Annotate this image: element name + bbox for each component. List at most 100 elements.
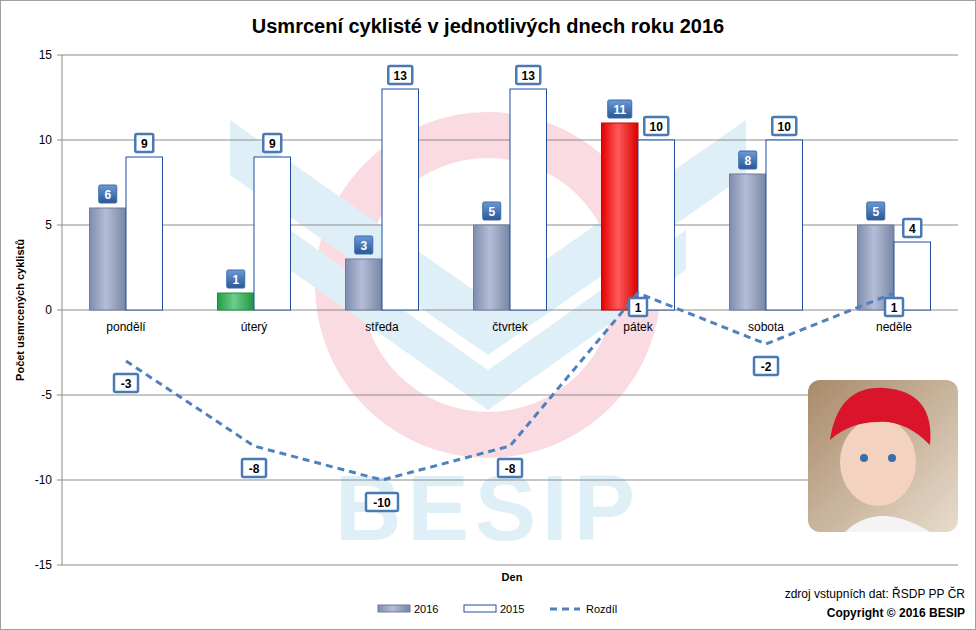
data-label: 5 <box>488 205 495 219</box>
photo <box>808 380 958 532</box>
tick-label: 10 <box>39 133 53 147</box>
watermark: BESIP <box>230 120 746 559</box>
category-label: pátek <box>623 320 653 334</box>
legend-label: 2015 <box>500 603 524 615</box>
data-label: 13 <box>394 69 408 83</box>
photo-eye <box>888 454 896 462</box>
data-label-box <box>483 202 501 220</box>
tick-label: 0 <box>45 303 52 317</box>
bar <box>730 174 767 310</box>
data-label-box <box>629 298 647 316</box>
data-label: 5 <box>872 205 879 219</box>
data-label: -8 <box>505 462 516 476</box>
data-label: 1 <box>891 301 898 315</box>
tick <box>57 565 62 566</box>
data-label-box <box>885 298 903 316</box>
photo-helmet <box>830 388 930 445</box>
data-label: -8 <box>249 462 260 476</box>
data-label-box <box>867 202 885 220</box>
labels: 6135118599131310104-3-8-10-81-21 <box>99 66 922 511</box>
photo-face <box>840 418 916 506</box>
legend-swatch <box>378 605 410 612</box>
x-axis-label: Den <box>502 571 523 583</box>
y-axis-label: Počet usmrcených cyklistů <box>14 239 26 381</box>
legend-label: Rozdíl <box>586 603 617 615</box>
data-label-box <box>263 134 281 152</box>
data-label-box <box>903 219 921 237</box>
data-label: 13 <box>522 69 536 83</box>
bar <box>638 140 675 310</box>
data-label-box <box>516 66 540 84</box>
bar <box>254 157 291 310</box>
data-label: 9 <box>141 137 148 151</box>
bar <box>602 123 639 310</box>
data-label: 1 <box>635 301 642 315</box>
data-label: 1 <box>232 273 239 287</box>
photo-shirt <box>845 516 930 532</box>
source: zdroj vstupních dat: ŘSDP PP ČR <box>785 586 966 601</box>
data-label: -2 <box>761 360 772 374</box>
tick-label: 15 <box>39 48 53 62</box>
bar <box>218 293 255 310</box>
data-label-box <box>355 236 373 254</box>
y-axis <box>62 55 63 565</box>
data-label: -3 <box>121 377 132 391</box>
watermark-chevron <box>230 120 746 355</box>
data-label: 4 <box>909 222 916 236</box>
bar <box>474 225 511 310</box>
watermark-text: BESIP <box>335 457 641 559</box>
legend-label: 2016 <box>414 603 438 615</box>
grid-line <box>62 55 958 56</box>
category-label: čtvrtek <box>492 320 528 334</box>
tick <box>57 225 62 226</box>
data-label-box <box>135 134 153 152</box>
data-label: 8 <box>744 154 751 168</box>
bar <box>126 157 163 310</box>
data-label: -10 <box>373 496 391 510</box>
grid-line <box>62 565 958 566</box>
title: Usmrcení cyklisté v jednotlivých dnech r… <box>252 15 724 37</box>
data-label: 9 <box>269 137 276 151</box>
data-label-box <box>388 66 412 84</box>
category-label: úterý <box>241 320 268 334</box>
data-label-box <box>772 117 796 135</box>
data-label-box <box>114 374 138 392</box>
marks <box>90 89 931 480</box>
category-label: středa <box>365 320 399 334</box>
frame <box>1 1 976 630</box>
chart: BESIP-15-10-5051015Usmrcení cyklisté v j… <box>0 0 976 630</box>
tick-label: 5 <box>45 218 52 232</box>
legend-swatch <box>550 608 580 611</box>
data-label-box <box>99 185 117 203</box>
data-label: 6 <box>104 188 111 202</box>
category-label: sobota <box>748 320 784 334</box>
data-label: 10 <box>650 120 664 134</box>
bar <box>382 89 419 310</box>
legend-swatch <box>464 605 496 612</box>
bar <box>90 208 127 310</box>
data-label-box <box>498 459 522 477</box>
data-label-box <box>739 151 757 169</box>
tick <box>57 310 62 311</box>
data-label-box <box>644 117 668 135</box>
tick-label: -5 <box>41 388 52 402</box>
data-label-box <box>242 459 266 477</box>
photo-bg <box>808 380 958 532</box>
data-label-box <box>754 357 778 375</box>
tick <box>57 395 62 396</box>
data-label-box <box>366 493 398 511</box>
tick <box>57 55 62 56</box>
tick <box>57 140 62 141</box>
bar <box>346 259 383 310</box>
data-label: 11 <box>613 103 626 117</box>
data-label: 3 <box>360 239 367 253</box>
bar <box>510 89 547 310</box>
tick-label: -15 <box>35 558 53 572</box>
copyright: Copyright © 2016 BESIP <box>827 606 965 620</box>
data-label-box <box>227 270 245 288</box>
tick <box>57 480 62 481</box>
tick-label: -10 <box>35 473 53 487</box>
data-label: 10 <box>778 120 792 134</box>
bar <box>766 140 803 310</box>
data-label-box <box>608 100 632 118</box>
